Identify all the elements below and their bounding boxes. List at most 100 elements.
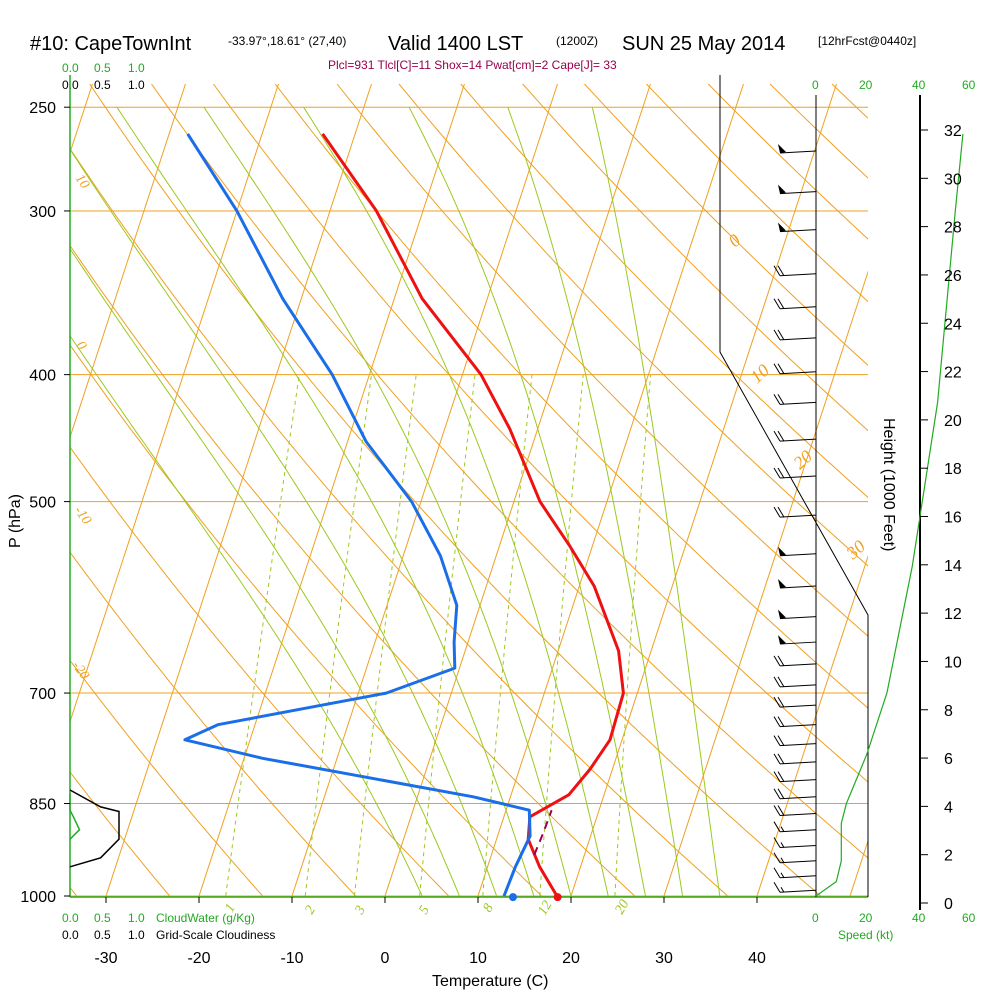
wind-barb-staff <box>779 860 817 864</box>
wind-barb <box>773 329 817 341</box>
wind-barb <box>773 867 817 879</box>
wind-barb-flag <box>777 753 785 765</box>
wind-barb-flag <box>773 298 781 309</box>
wind-barb-flag <box>777 805 785 816</box>
moist-adiabat-line <box>507 107 684 897</box>
mixing-ratio-line <box>225 374 300 897</box>
dry-adiabat-line <box>274 83 868 709</box>
y-tick-label: 250 <box>29 100 56 117</box>
wind-barb <box>778 222 817 233</box>
wind-barbs <box>773 143 817 893</box>
dry-adiabat-line <box>70 659 265 897</box>
wind-barb-pennant <box>778 546 786 556</box>
height-tick-label: 10 <box>944 654 962 671</box>
wind-barb-staff <box>779 704 817 708</box>
x-axis-label: Temperature (C) <box>432 973 548 990</box>
moist-adiabat-line <box>70 247 460 897</box>
wind-barb-half-flag <box>780 872 785 878</box>
wind-barb-staff <box>779 191 817 195</box>
wind-barb-flag <box>773 696 781 708</box>
moist-adiabat-line <box>303 106 609 897</box>
wind-barb-flag <box>773 506 781 518</box>
wind-barb-pennant <box>778 184 786 194</box>
wind-barb-flag <box>773 753 781 765</box>
wind-barb-half-flag <box>780 842 785 848</box>
wind-barb-flag <box>777 394 785 405</box>
speed-scale-top-2: 40 <box>912 78 926 92</box>
wind-barb-staff <box>779 796 817 800</box>
isotherm-line <box>939 84 1000 907</box>
dry-adiabat-line <box>70 244 637 897</box>
x-tick-label: 30 <box>655 950 673 967</box>
wind-barb-flag <box>773 655 781 667</box>
moist-adiabat-line <box>591 107 721 897</box>
moist-adiabat-line <box>408 106 646 897</box>
wind-barb <box>773 430 817 442</box>
dry-adiabat-line <box>956 84 1000 907</box>
mixing-ratio-line <box>539 374 584 897</box>
wind-barb <box>773 716 817 728</box>
wind-barb-staff <box>779 229 817 233</box>
wind-barb-flag <box>773 394 781 405</box>
parcel-path-line <box>533 809 553 856</box>
wind-barb <box>778 546 817 557</box>
mixing-ratio-line <box>353 374 417 897</box>
wind-barb <box>778 579 817 589</box>
wind-barb-staff <box>779 875 817 879</box>
wind-barb-staff <box>779 641 817 645</box>
dry-adiabat-line <box>89 83 823 897</box>
wind-barb-flag <box>777 771 785 782</box>
speed-scale-bottom-2: 40 <box>912 911 926 925</box>
height-axis-label: Height (1000 Feet) <box>880 418 897 551</box>
height-tick-label: 4 <box>944 799 953 816</box>
dry-adiabat-line <box>70 344 544 897</box>
wind-barb-pennant <box>778 635 786 645</box>
wind-barb-flag <box>777 696 785 708</box>
cloudiness-profile <box>69 789 120 868</box>
y-tick-label: 1000 <box>20 889 56 906</box>
isotherm-line <box>756 554 868 897</box>
wind-barb-staff <box>779 889 817 893</box>
chart-title-coords: -33.97°,18.61° (27,40) <box>228 34 346 48</box>
surface-temperature-dot <box>553 893 562 902</box>
dewpoint-line <box>183 133 532 897</box>
cloudwater-profile <box>69 793 81 840</box>
wind-barb-flag <box>773 735 781 746</box>
height-tick-label: 2 <box>944 848 953 865</box>
cloudiness-scale-top-1: 0.5 <box>94 78 111 92</box>
speed-scale-top-3: 60 <box>962 78 976 92</box>
mixing-ratio-line <box>482 374 533 897</box>
wind-barb-staff <box>779 724 817 728</box>
wind-barb-flag <box>777 506 785 518</box>
dry-adiabat-line <box>584 83 868 366</box>
wind-barb-flag <box>773 867 781 878</box>
cloudiness-scale-bottom-1: 0.5 <box>94 928 111 942</box>
isotherm-line <box>570 83 837 897</box>
cloudiness-label: Grid-Scale Cloudiness <box>156 928 275 942</box>
wind-barb-staff <box>779 761 817 765</box>
mixing-ratio-label: 8 <box>480 901 496 915</box>
wind-speed-profile <box>815 133 964 897</box>
wind-barb-flag <box>777 655 785 667</box>
chart-title-utc: (1200Z) <box>556 34 598 48</box>
cloudwater-label: CloudWater (g/Kg) <box>156 911 255 925</box>
wind-barb-flag <box>777 716 785 727</box>
cloudwater-scale-top-0: 0.0 <box>62 61 79 75</box>
wind-barb <box>778 635 817 645</box>
dry-adiabat-line <box>212 83 868 783</box>
x-tick-label: -20 <box>187 950 210 967</box>
speed-scale-top-0: 0 <box>812 78 819 92</box>
wind-barb-staff <box>779 743 817 747</box>
mixing-ratio-label: 3 <box>352 903 369 917</box>
dry-adiabat-line <box>522 83 868 432</box>
wind-barb-flag <box>773 882 781 893</box>
wind-barb-flag <box>777 329 785 341</box>
axis-ticks: -30 -20 -10 0 10 20 30 402503004005007008501000… <box>20 100 961 967</box>
wind-barb-staff <box>779 663 817 667</box>
height-tick-label: 0 <box>944 896 953 913</box>
chart-title-station: #10: CapeTownInt <box>30 33 192 55</box>
dry-adiabat-line <box>831 83 868 119</box>
wind-barb-flag <box>773 676 781 688</box>
